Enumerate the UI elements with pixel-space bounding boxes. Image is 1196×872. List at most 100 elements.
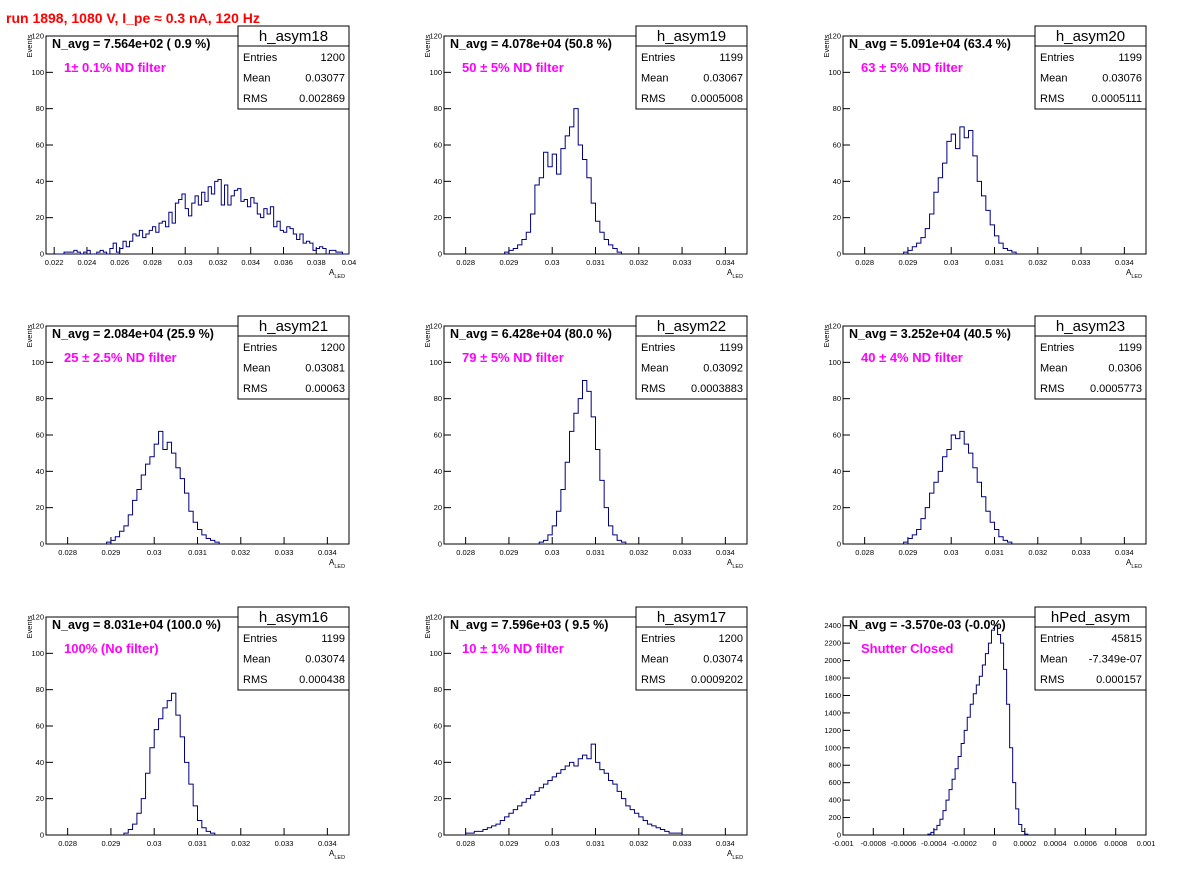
histogram-panel-h_asym21: 0 20 40 60 80 100 120 0.028 0.029 0.03 0.031 0.032 0… [25,315,350,570]
y-tick-label: 60 [434,141,442,150]
x-axis-label-main: A [727,849,733,858]
x-axis-label-main: A [329,849,335,858]
y-tick-label: 60 [36,431,44,440]
stat-label-entries: Entries [243,342,278,354]
histogram-panel-h_asym19: 0 20 40 60 80 100 120 0.028 0.029 0.03 0.031 0.032 0… [423,25,748,280]
stat-value-entries: 1200 [321,52,345,64]
y-tick-label: 80 [833,394,841,403]
y-tick-label: 20 [833,213,841,222]
y-tick-label: 80 [434,104,442,113]
x-tick-label: 0.0004 [1044,839,1067,848]
stats-title-box [635,25,748,47]
histogram-outline [54,179,349,255]
x-tick-label: 0.001 [1137,839,1156,848]
y-tick-label: 100 [31,649,44,658]
stat-label-rms: RMS [243,93,267,105]
navg-title: N_avg = 7.596e+03 ( 9.5 %) [450,618,608,632]
stat-value-rms: 0.0005008 [691,93,743,105]
stat-label-entries: Entries [243,633,278,645]
navg-title: N_avg = 7.564e+02 ( 0.9 %) [52,37,210,51]
histogram-outline [903,430,1013,544]
y-tick-label: 40 [434,177,442,186]
stat-label-mean: Mean [1040,654,1068,666]
y-tick-label: 0 [837,540,841,549]
stat-label-rms: RMS [641,383,665,395]
y-tick-label: 1800 [824,674,841,683]
histogram-name: h_asym23 [1056,318,1125,335]
x-tick-label: 0.028 [143,258,162,267]
x-tick-label: 0.028 [58,548,77,557]
x-tick-label: 0.034 [1115,258,1134,267]
stat-label-entries: Entries [243,52,278,64]
y-tick-label: 80 [36,685,44,694]
filter-annotation: 1± 0.1% ND filter [64,60,166,75]
y-tick-label: 0 [40,831,44,840]
y-tick-label: 0 [438,831,442,840]
stat-value-rms: 0.002869 [299,93,345,105]
y-tick-label: 60 [434,722,442,731]
stat-value-entries: 1199 [321,633,345,645]
x-tick-label: 0.031 [188,839,207,848]
x-tick-label: 0.04 [342,258,357,267]
x-tick-label: 0.0002 [1013,839,1036,848]
stats-title-box [635,606,748,628]
stat-value-rms: 0.000157 [1096,674,1142,686]
y-tick-label: 120 [31,32,44,41]
stat-label-mean: Mean [1040,73,1068,85]
x-tick-label: 0.028 [855,258,874,267]
y-tick-label: 100 [828,358,841,367]
x-tick-label: 0.032 [1028,258,1047,267]
y-tick-label: 120 [429,322,442,331]
x-tick-label: 0.032 [231,839,250,848]
y-axis-label: Events [822,34,831,57]
y-tick-label: 2000 [824,656,841,665]
x-tick-label: 0.032 [209,258,228,267]
y-tick-label: 100 [31,358,44,367]
x-tick-label: 0.028 [456,839,475,848]
x-tick-label: 0.033 [275,839,294,848]
histogram-outline [106,430,220,544]
y-tick-label: 80 [434,394,442,403]
x-tick-label: 0.03 [147,839,162,848]
stat-label-mean: Mean [243,654,271,666]
x-tick-label: 0.029 [500,839,519,848]
stat-value-entries: 1199 [719,52,743,64]
stats-title-box [237,315,350,337]
x-tick-label: 0.034 [318,839,337,848]
y-tick-label: 1200 [824,726,841,735]
x-axis-label: ALED [727,558,743,570]
x-tick-label: -0.0006 [891,839,916,848]
y-tick-label: 80 [36,394,44,403]
x-axis-label-sub: LED [334,564,345,570]
filter-annotation: 63 ± 5% ND filter [861,60,963,75]
y-tick-label: 200 [828,813,841,822]
stats-title-box [1034,315,1147,337]
stat-value-mean: 0.03067 [703,73,743,85]
stat-label-entries: Entries [1040,633,1075,645]
histogram-panel-hPed_asym: 0 200 400 600 800 1000 1200 1400 1600 1800 2000 220… [824,606,1156,848]
x-tick-label: 0.03 [545,258,560,267]
y-tick-label: 80 [36,104,44,113]
x-axis-label: ALED [727,849,743,861]
stat-label-entries: Entries [641,342,676,354]
x-axis-label-main: A [329,268,335,277]
x-tick-label: 0.034 [1115,548,1134,557]
y-tick-label: 800 [828,761,841,770]
x-axis-label-sub: LED [334,274,345,280]
x-tick-label: 0.031 [586,548,605,557]
y-tick-label: 60 [434,431,442,440]
x-tick-label: 0.03 [545,548,560,557]
x-tick-label: 0.034 [241,258,260,267]
stat-value-rms: 0.0003883 [691,383,743,395]
x-tick-label: 0.033 [673,548,692,557]
x-tick-label: 0.034 [716,258,735,267]
histogram-name: h_asym16 [259,609,328,626]
histogram-outline [538,380,627,544]
histogram-panel-h_asym17: 0 20 40 60 80 100 120 0.028 0.029 0.03 0.031 0.032 0… [423,606,748,861]
histogram-outline [927,625,1029,835]
y-axis-label: Events [822,324,831,347]
stat-label-rms: RMS [1040,93,1064,105]
x-tick-label: 0.0008 [1104,839,1127,848]
stat-label-mean: Mean [641,654,669,666]
